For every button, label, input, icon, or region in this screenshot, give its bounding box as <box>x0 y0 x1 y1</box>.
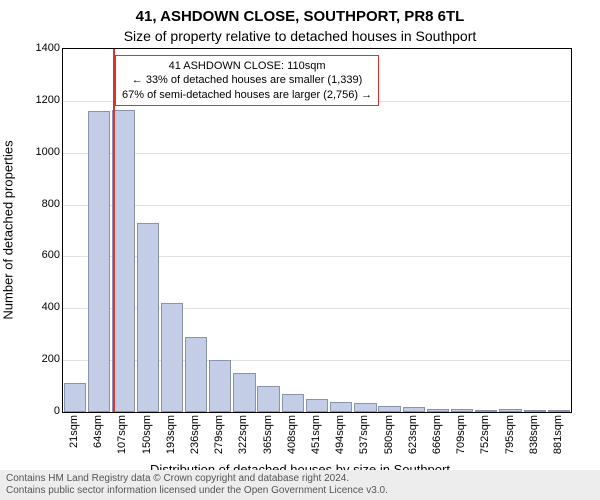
y-tick-label: 400 <box>10 301 60 313</box>
plot-area: 41 ASHDOWN CLOSE: 110sqm ← 33% of detach… <box>62 48 572 413</box>
y-axis-label: Number of detached properties <box>1 140 16 319</box>
bar <box>185 337 207 412</box>
x-tick-label: 451sqm <box>310 415 322 454</box>
x-tick-label: 365sqm <box>262 415 274 454</box>
chart-container: 41, ASHDOWN CLOSE, SOUTHPORT, PR8 6TL Si… <box>0 0 600 500</box>
x-tick-label: 279sqm <box>213 415 225 454</box>
y-tick-label: 1200 <box>10 94 60 106</box>
bar <box>354 403 376 412</box>
bar <box>306 399 328 412</box>
bar <box>257 386 279 412</box>
x-tick-label: 107sqm <box>116 415 128 454</box>
x-tick-label: 881sqm <box>552 415 564 454</box>
chart-subtitle: Size of property relative to detached ho… <box>0 28 600 44</box>
bar <box>475 410 497 412</box>
bar <box>427 409 449 412</box>
y-tick-label: 200 <box>10 353 60 365</box>
x-tick-label: 193sqm <box>165 415 177 454</box>
x-tick-label: 494sqm <box>334 415 346 454</box>
gridline <box>63 153 571 154</box>
x-tick-label: 795sqm <box>504 415 516 454</box>
bar <box>451 409 473 412</box>
x-tick-label: 752sqm <box>479 415 491 454</box>
annotation-line1: 41 ASHDOWN CLOSE: 110sqm <box>122 59 372 73</box>
bar <box>330 402 352 412</box>
x-tick-label: 623sqm <box>407 415 419 454</box>
bar <box>378 406 400 412</box>
bar <box>233 373 255 412</box>
x-tick-label: 580sqm <box>383 415 395 454</box>
x-tick-label: 64sqm <box>92 415 104 448</box>
x-tick-label: 21sqm <box>68 415 80 448</box>
x-tick-label: 537sqm <box>358 415 370 454</box>
y-tick-label: 600 <box>10 249 60 261</box>
gridline <box>63 205 571 206</box>
footer-line1: Contains HM Land Registry data © Crown c… <box>6 473 594 485</box>
bar <box>209 360 231 412</box>
bar <box>64 383 86 412</box>
bar <box>499 409 521 412</box>
bar <box>112 110 134 412</box>
annotation-box: 41 ASHDOWN CLOSE: 110sqm ← 33% of detach… <box>115 55 379 106</box>
y-tick-label: 0 <box>10 405 60 417</box>
chart-title-address: 41, ASHDOWN CLOSE, SOUTHPORT, PR8 6TL <box>0 8 600 25</box>
x-tick-label: 322sqm <box>237 415 249 454</box>
bar <box>403 407 425 412</box>
annotation-line2: ← 33% of detached houses are smaller (1,… <box>122 73 372 87</box>
footer-attribution: Contains HM Land Registry data © Crown c… <box>0 470 600 500</box>
y-tick-label: 800 <box>10 198 60 210</box>
footer-line2: Contains public sector information licen… <box>6 485 594 497</box>
bar <box>88 111 110 412</box>
x-tick-label: 838sqm <box>528 415 540 454</box>
x-tick-label: 150sqm <box>141 415 153 454</box>
x-tick-label: 236sqm <box>189 415 201 454</box>
bar <box>282 394 304 412</box>
bar <box>524 410 546 412</box>
bar <box>548 410 570 412</box>
x-tick-label: 666sqm <box>431 415 443 454</box>
x-tick-label: 709sqm <box>455 415 467 454</box>
y-tick-label: 1400 <box>10 42 60 54</box>
x-tick-label: 408sqm <box>286 415 298 454</box>
y-tick-label: 1000 <box>10 146 60 158</box>
bar <box>161 303 183 412</box>
bar <box>137 223 159 412</box>
annotation-line3: 67% of semi-detached houses are larger (… <box>122 88 372 102</box>
